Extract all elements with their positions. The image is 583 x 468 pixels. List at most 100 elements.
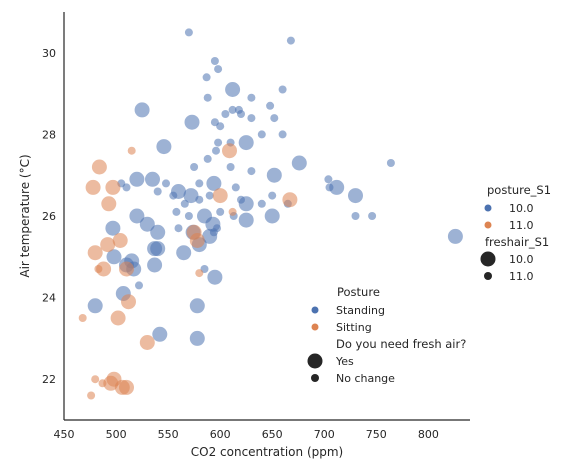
legend-nochange-marker: [311, 374, 319, 382]
data-point-sitting-105: [100, 237, 116, 253]
x-tick-label-500: 500: [106, 428, 127, 441]
y-tick-label-28: 28: [42, 128, 56, 141]
data-point-standing-41: [266, 167, 282, 183]
legend-yes-marker: [307, 353, 323, 369]
data-point-sitting-95: [91, 159, 107, 175]
legend-posture-s1-title: posture_S1: [487, 183, 551, 197]
data-point-sitting-104: [87, 245, 103, 261]
data-point-standing-54: [257, 199, 266, 208]
legend-standing-swatch: [311, 306, 319, 314]
data-point-sitting-103: [228, 207, 237, 216]
data-point-sitting-109: [96, 261, 112, 277]
legend-freshair-10-label: 10.0: [509, 253, 534, 266]
data-point-standing-89: [87, 298, 103, 314]
data-point-standing-64: [368, 212, 377, 220]
data-point-standing-2: [210, 57, 219, 65]
data-point-standing-35: [162, 179, 170, 188]
y-axis-label: Air temperature (°C): [18, 154, 32, 277]
y-tick-label-26: 26: [42, 210, 56, 223]
x-tick-label-700: 700: [314, 428, 335, 441]
legend-freshair-11-label: 11.0: [509, 270, 534, 283]
x-tick-label-450: 450: [54, 428, 75, 441]
data-point-standing-30: [247, 167, 256, 176]
data-point-standing-14: [134, 102, 150, 118]
data-point-standing-3: [202, 73, 211, 82]
data-point-standing-28: [212, 146, 220, 155]
data-point-standing-39: [206, 175, 222, 191]
data-point-standing-18: [247, 114, 256, 123]
data-point-standing-15: [184, 114, 200, 130]
data-point-standing-56: [184, 212, 193, 220]
data-point-sitting-100: [222, 143, 237, 159]
data-point-standing-34: [145, 171, 160, 187]
data-point-sitting-112: [195, 269, 204, 278]
data-point-sitting-102: [282, 192, 298, 208]
data-point-standing-24: [278, 130, 287, 139]
y-tick-label-24: 24: [42, 292, 56, 305]
data-point-sitting-101: [212, 188, 228, 204]
legend-freshair-s1-title: freshair_S1: [485, 235, 549, 249]
data-point-sitting-99: [101, 196, 117, 212]
data-point-standing-42: [268, 191, 277, 200]
data-point-standing-68: [105, 220, 121, 236]
data-point-sitting-97: [85, 179, 101, 195]
data-point-standing-73: [264, 208, 280, 224]
data-points: [78, 28, 463, 400]
data-point-standing-61: [238, 196, 254, 212]
data-point-standing-7: [278, 85, 287, 94]
x-tick-label-800: 800: [418, 428, 439, 441]
data-point-standing-26: [190, 163, 199, 171]
data-point-standing-33: [129, 171, 145, 187]
data-point-standing-23: [238, 135, 254, 151]
data-point-sitting-114: [110, 310, 126, 326]
data-point-standing-17: [216, 122, 225, 131]
y-tick-label-30: 30: [42, 47, 56, 60]
legend-freshair-11-marker: [484, 272, 492, 280]
data-point-standing-27: [203, 154, 212, 163]
data-point-standing-90: [189, 298, 205, 314]
legend-outside: posture_S1 10.0 11.0 freshair_S1 10.0 11…: [480, 183, 551, 283]
data-point-standing-65: [129, 208, 145, 224]
data-point-standing-1: [286, 36, 295, 45]
legend-inside: Posture Standing Sitting Do you need fre…: [307, 285, 466, 385]
legend-posture-title: Posture: [337, 285, 380, 299]
data-point-standing-76: [209, 228, 218, 237]
legend-sitting-swatch: [311, 323, 319, 331]
data-point-standing-19: [270, 114, 279, 123]
legend-11-swatch: [484, 221, 492, 229]
data-point-sitting-115: [78, 314, 87, 322]
data-point-sitting-113: [121, 294, 136, 310]
data-point-standing-78: [150, 241, 166, 257]
data-point-standing-0: [184, 28, 193, 37]
y-tick-label-22: 22: [42, 373, 56, 386]
data-point-sitting-122: [119, 379, 134, 395]
data-point-standing-52: [205, 191, 214, 200]
data-point-standing-22: [214, 138, 223, 147]
data-point-standing-44: [329, 179, 345, 195]
data-point-sitting-116: [139, 335, 155, 350]
legend-10-swatch: [484, 204, 492, 212]
x-tick-label-750: 750: [366, 428, 387, 441]
data-point-standing-20: [257, 130, 266, 139]
data-point-standing-49: [169, 191, 178, 200]
legend-11-label: 11.0: [509, 219, 534, 232]
data-point-standing-91: [152, 326, 168, 342]
data-point-standing-31: [291, 155, 307, 171]
x-tick-labels: 450 500 550 600 650 700 750 800: [54, 428, 439, 441]
data-point-standing-50: [180, 199, 189, 208]
legend-freshair-title: Do you need fresh air?: [336, 337, 466, 351]
x-axis-label: CO2 concentration (ppm): [191, 445, 343, 459]
x-tick-label-650: 650: [262, 428, 283, 441]
y-tick-labels: 22 24 26 28 30: [42, 47, 56, 386]
data-point-standing-13: [221, 110, 230, 118]
data-point-sitting-120: [103, 375, 119, 391]
data-point-standing-4: [214, 65, 223, 74]
legend-nochange-label: No change: [336, 372, 395, 385]
data-point-standing-37: [183, 188, 199, 204]
data-point-sitting-96: [127, 146, 136, 155]
data-point-standing-29: [226, 163, 235, 171]
data-point-standing-92: [189, 330, 205, 346]
data-point-standing-60: [216, 207, 225, 216]
data-point-standing-82: [176, 245, 192, 261]
